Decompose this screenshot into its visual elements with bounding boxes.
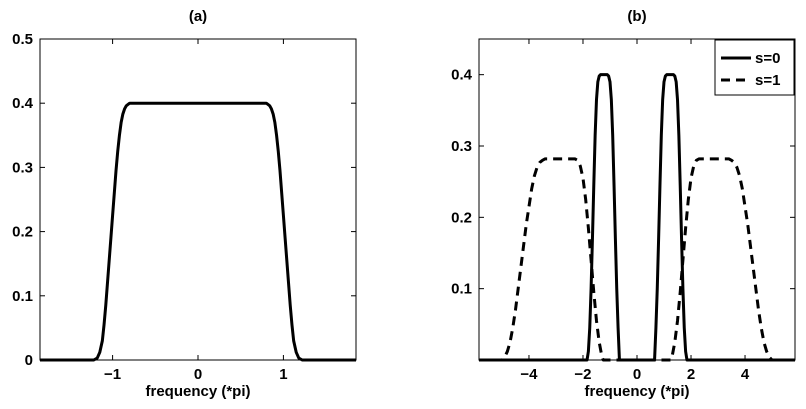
xtick-label: −4 <box>520 366 538 383</box>
xtick-label: 0 <box>194 366 202 383</box>
panel-b-title: (b) <box>627 8 646 25</box>
ytick-label: 0.2 <box>12 224 33 241</box>
xtick-label: −2 <box>574 366 591 383</box>
panel-a: (a) −1 0 1 0 0.1 0.2 0.3 0.4 0.5 frequency (*pi) <box>12 8 357 400</box>
panel-b: (b) −4 −2 0 2 40.10.20.30.4 frequency (*pi) … <box>451 8 796 400</box>
xtick-label: 4 <box>741 366 750 383</box>
panel-b-frame <box>478 38 796 361</box>
panel-a-lines <box>40 101 356 362</box>
panel-a-frame <box>39 38 357 361</box>
xtick-label: 0 <box>633 366 641 383</box>
panel-a-title: (a) <box>189 8 207 25</box>
xtick-label: 1 <box>279 366 287 383</box>
ytick-label: 0.4 <box>451 67 473 84</box>
ytick-label: 0.1 <box>12 288 33 305</box>
panel-b-xlabel: frequency (*pi) <box>584 383 689 400</box>
ytick-label: 0.5 <box>12 31 33 48</box>
ytick-label: 0.4 <box>12 95 34 112</box>
legend-label-s1: s=1 <box>755 72 780 89</box>
xtick-label: −1 <box>104 366 121 383</box>
ytick-label: 0.3 <box>451 138 472 155</box>
ytick-label: 0.1 <box>451 281 472 298</box>
panel-a-ticks: −1 0 1 0 0.1 0.2 0.3 0.4 0.5 <box>12 31 356 383</box>
ytick-label: 0.2 <box>451 209 472 226</box>
panel-b-ticks: −4 −2 0 2 4 0.1 0.2 0.3 0.4 <box>451 39 795 383</box>
xtick-label: 2 <box>687 366 695 383</box>
panel-b-lines <box>479 73 795 362</box>
legend: s=0 s=1 <box>714 39 795 96</box>
legend-label-s0: s=0 <box>755 50 780 67</box>
series-line-a-0 <box>40 101 356 362</box>
series-line-s1 <box>479 157 795 362</box>
ytick-label: 0 <box>25 352 33 369</box>
legend-box <box>714 39 795 96</box>
ytick-label: 0.3 <box>12 159 33 176</box>
panel-a-xlabel: frequency (*pi) <box>145 383 250 400</box>
